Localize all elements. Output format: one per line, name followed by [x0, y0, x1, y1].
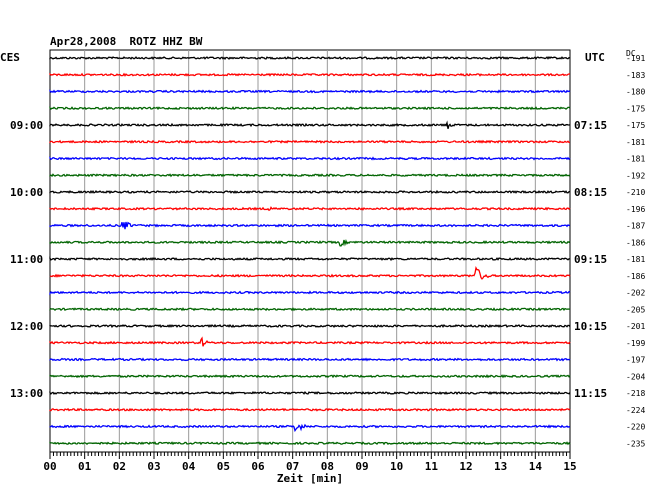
dc-offset-label: -181 — [626, 155, 645, 164]
traces — [49, 56, 571, 446]
x-tick-label: 13 — [494, 460, 507, 473]
dc-offset-label: -218 — [626, 389, 645, 398]
seismic-trace — [49, 206, 571, 212]
seismic-trace — [49, 336, 571, 347]
seismic-trace — [49, 266, 571, 280]
seismic-trace — [49, 256, 571, 262]
x-tick-label: 05 — [217, 460, 230, 473]
seismic-trace — [49, 72, 570, 77]
x-tick-label: 06 — [251, 460, 265, 473]
seismic-trace — [49, 357, 571, 362]
dc-offset-label: -197 — [626, 356, 645, 365]
x-tick-label: 07 — [286, 460, 299, 473]
x-tick-label: 09 — [355, 460, 368, 473]
chart-title: Apr28,2008 ROTZ HHZ BW — [50, 35, 203, 48]
dc-offset-label: -196 — [626, 205, 645, 214]
seismic-trace — [49, 441, 571, 446]
dc-offset-label: -181 — [626, 138, 645, 147]
left-time-label: 10:00 — [10, 186, 43, 199]
dc-offset-label: -224 — [626, 406, 645, 415]
seismic-trace — [49, 56, 571, 60]
dc-offset-label: -186 — [626, 272, 645, 281]
seismic-trace — [49, 290, 571, 296]
seismic-trace — [49, 189, 571, 195]
seismic-trace — [49, 156, 571, 161]
dc-offset-label: -191 — [626, 54, 645, 63]
dc-offset-label: -181 — [626, 255, 645, 264]
x-tick-label: 00 — [43, 460, 56, 473]
seismic-trace — [49, 139, 571, 144]
dc-label: DC — [626, 49, 636, 58]
dc-offset-label: -202 — [626, 289, 645, 298]
dc-offset-label: -180 — [626, 88, 645, 97]
left-timezone-label: CES — [0, 51, 20, 64]
dc-offset-label: -235 — [626, 439, 645, 448]
seismic-trace — [49, 89, 571, 94]
x-tick-label: 12 — [459, 460, 472, 473]
left-time-label: 13:00 — [10, 387, 43, 400]
x-tick-label: 03 — [147, 460, 160, 473]
left-time-label: 11:00 — [10, 253, 43, 266]
x-tick-label: 01 — [78, 460, 92, 473]
left-time-label: 12:00 — [10, 320, 43, 333]
seismic-trace — [49, 390, 571, 396]
right-time-label: 11:15 — [574, 387, 607, 400]
right-time-label: 10:15 — [574, 320, 607, 333]
seismic-trace — [49, 307, 571, 312]
dc-offset-label: -192 — [626, 171, 645, 180]
x-tick-label: 11 — [425, 460, 439, 473]
seismic-trace — [49, 221, 571, 230]
grid-lines — [49, 49, 571, 453]
seismic-trace — [49, 374, 571, 379]
dc-offset-label: -201 — [626, 322, 645, 331]
dc-offset-label: -220 — [626, 423, 645, 432]
dc-offset-label: -210 — [626, 188, 645, 197]
dc-offset-label: -187 — [626, 222, 645, 231]
x-axis: 00 01 02 03 04 05 06 07 08 09 10 11 12 13 14 15 — [43, 451, 577, 473]
right-timezone-label: UTC — [585, 51, 605, 64]
dc-offset-label: -175 — [626, 121, 645, 130]
seismic-trace — [49, 407, 571, 412]
seismic-trace — [49, 120, 571, 129]
seismic-trace — [49, 239, 571, 247]
dc-offset-label: -183 — [626, 71, 645, 80]
x-tick-label: 10 — [390, 460, 403, 473]
x-tick-label: 04 — [182, 460, 196, 473]
time-labels: 09:00 10:00 11:00 12:00 13:00 07:15 08:15 09:15… — [10, 54, 645, 448]
right-time-label: 08:15 — [574, 186, 607, 199]
dc-offset-label: -199 — [626, 339, 645, 348]
dc-offset-label: -175 — [626, 104, 645, 113]
dc-offset-label: -205 — [626, 305, 645, 314]
dc-offset-label: -186 — [626, 238, 645, 247]
seismic-trace — [49, 106, 571, 111]
left-time-label: 09:00 — [10, 119, 43, 132]
seismic-trace — [49, 323, 571, 329]
seismic-trace — [49, 423, 571, 433]
x-tick-label: 08 — [321, 460, 334, 473]
right-time-label: 09:15 — [574, 253, 607, 266]
seismic-trace — [49, 173, 571, 178]
x-tick-label: 14 — [529, 460, 543, 473]
x-tick-label: 15 — [563, 460, 576, 473]
right-time-label: 07:15 — [574, 119, 607, 132]
x-axis-label: Zeit [min] — [277, 472, 343, 485]
x-tick-label: 02 — [113, 460, 126, 473]
dc-offset-label: -204 — [626, 372, 645, 381]
plot-frame — [49, 49, 571, 453]
